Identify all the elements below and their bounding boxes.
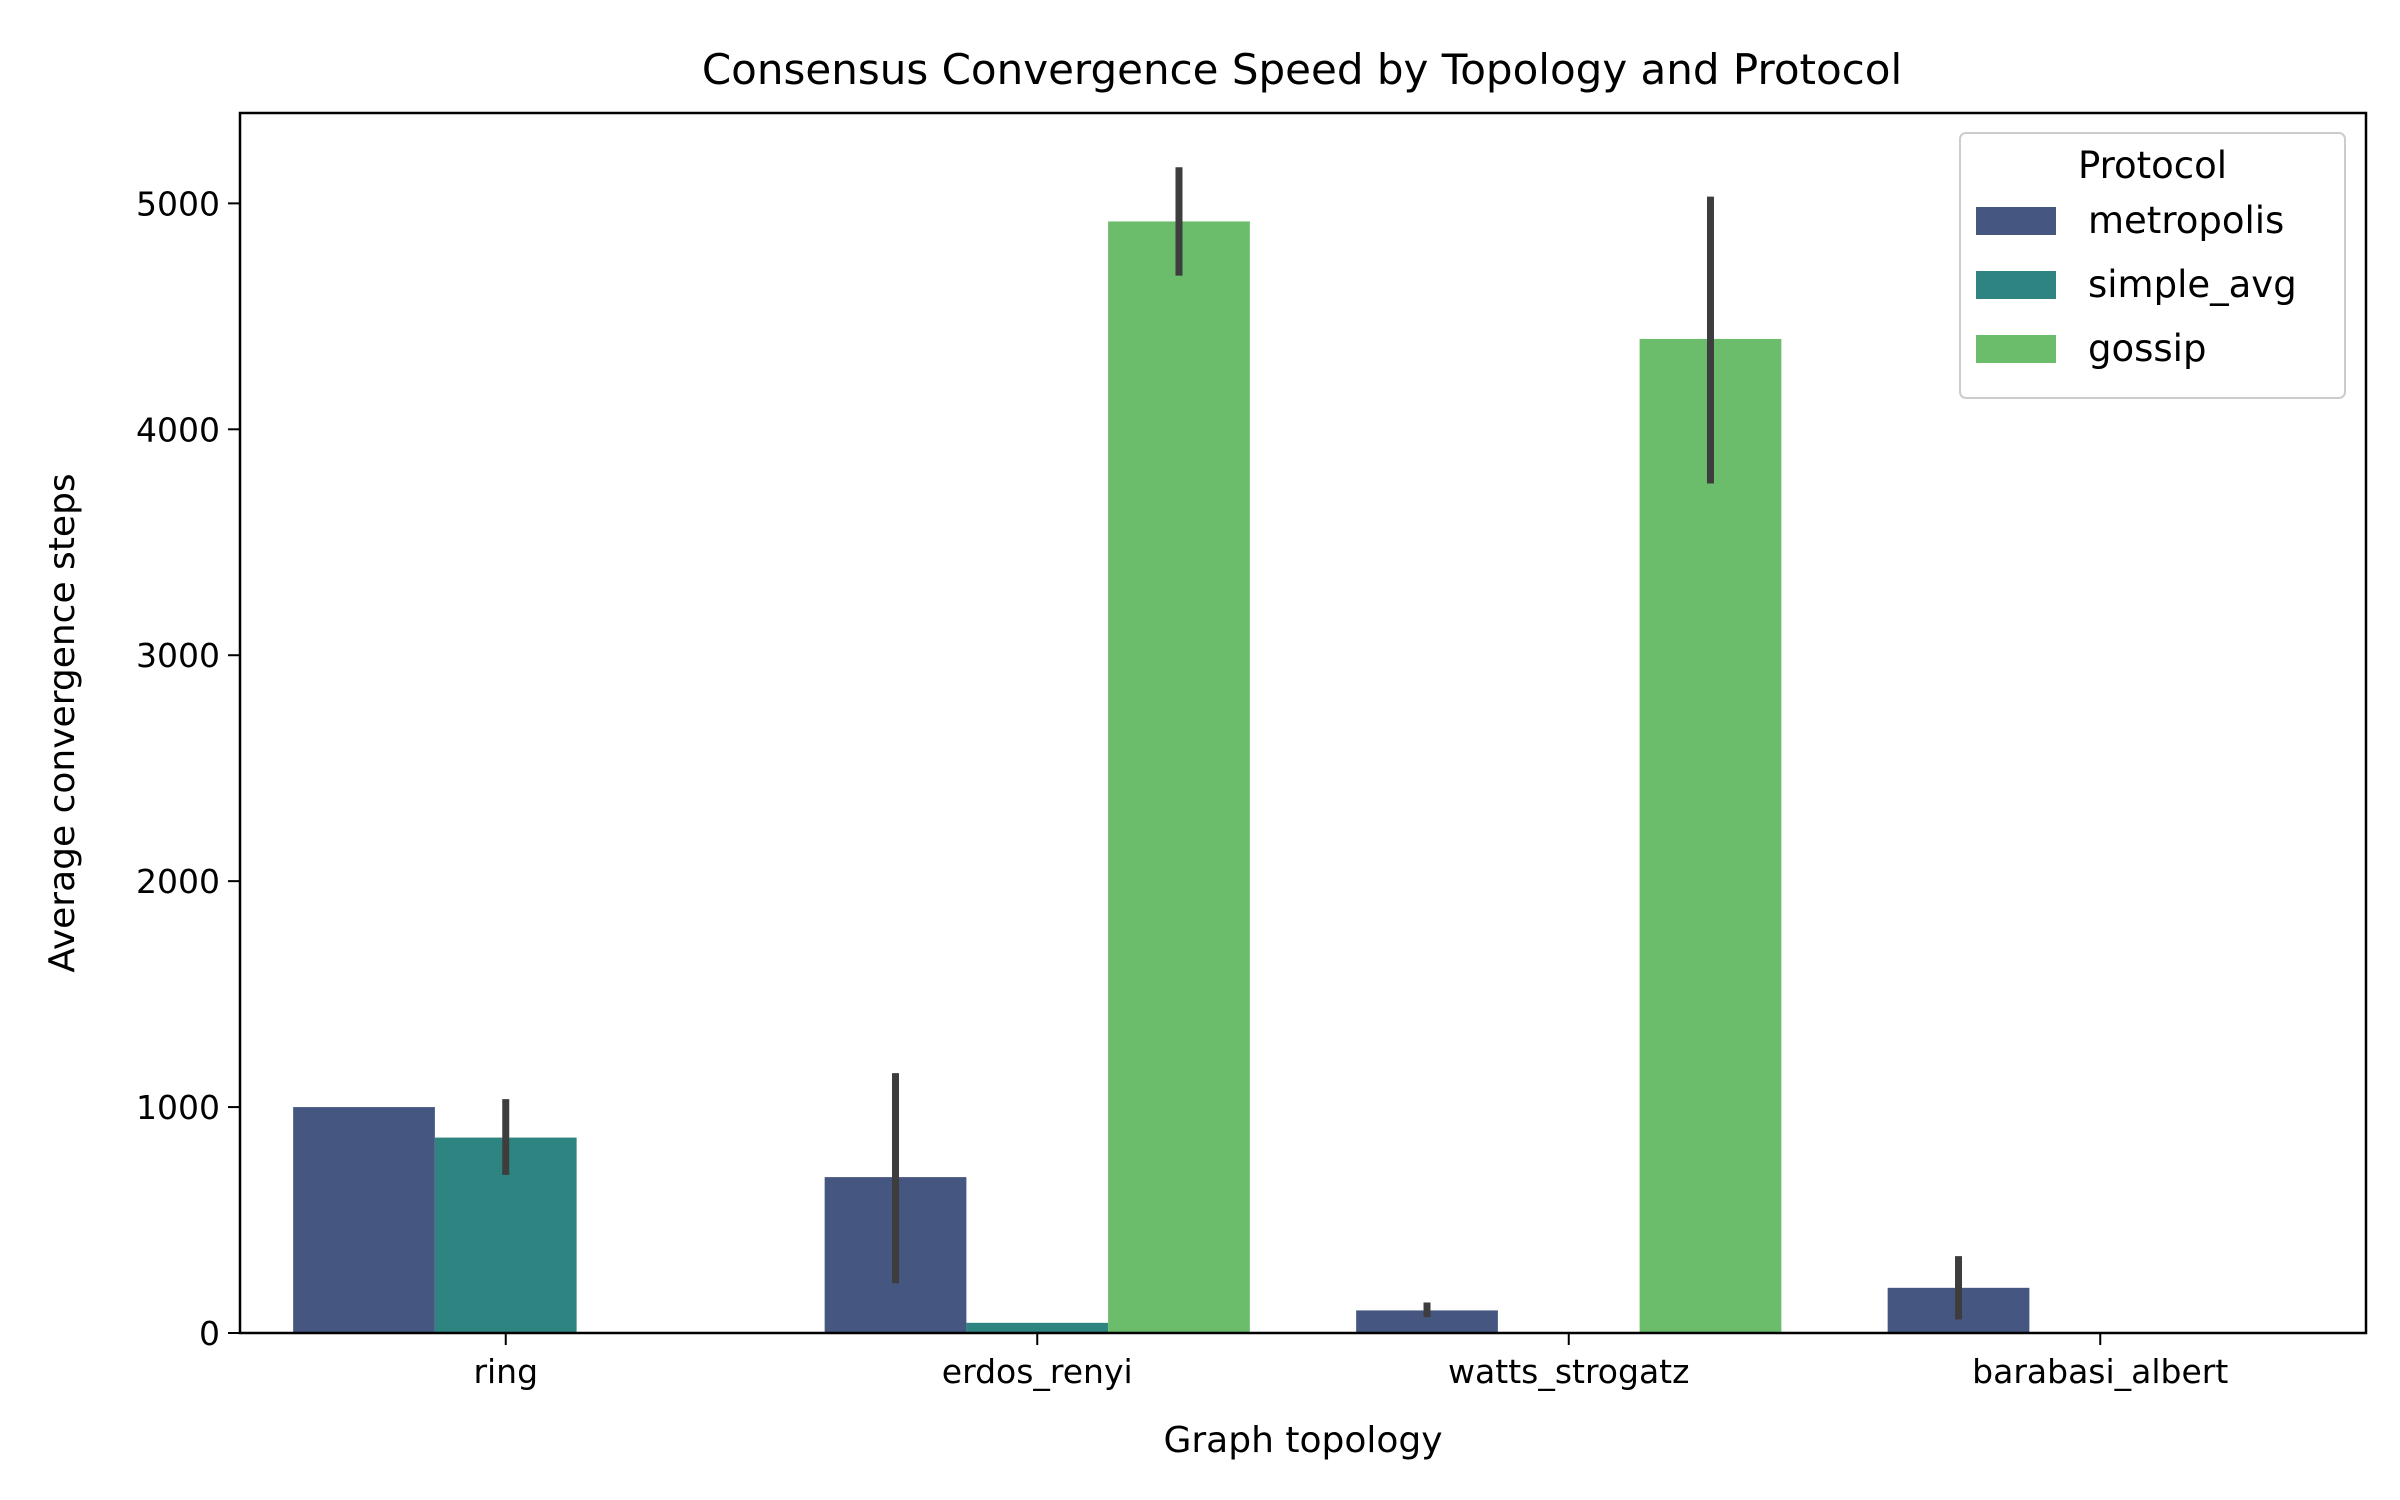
legend-label-simple_avg: simple_avg [2088,263,2297,306]
bar-metropolis-ring [293,1107,435,1333]
y-axis-label: Average convergence steps [42,473,83,972]
error-bars-layer [502,167,1963,1320]
x-axis: ring erdos_renyi watts_strogatz barabasi_al… [473,1333,2228,1391]
x-tick-label-watts_strogatz: watts_strogatz [1448,1352,1689,1391]
y-tick-label: 5000 [136,184,220,223]
legend-swatch-gossip [1976,335,2056,363]
legend-swatch-metropolis [1976,207,2056,235]
x-tick-label-erdos_renyi: erdos_renyi [942,1352,1133,1391]
bar-gossip-watts_strogatz [1639,338,1782,1334]
y-tick-label: 1000 [136,1088,220,1127]
y-tick-label: 3000 [136,636,220,675]
y-axis: 0 1000 2000 3000 4000 5000 [136,184,240,1353]
bars-layer [293,221,2030,1334]
y-tick-label: 2000 [136,862,220,901]
legend-label-metropolis: metropolis [2088,199,2284,242]
bar-metropolis-watts_strogatz [1356,1310,1498,1333]
legend-label-gossip: gossip [2088,327,2206,370]
bar-gossip-erdos_renyi [1108,221,1250,1333]
chart-title: Consensus Convergence Speed by Topology … [702,45,1902,94]
x-tick-label-barabasi_albert: barabasi_albert [1972,1352,2228,1391]
x-tick-label-ring: ring [473,1352,538,1391]
x-axis-label: Graph topology [1163,1420,1442,1461]
legend-frame [1959,132,2346,399]
plot-frame [238,111,2368,1335]
legend-title: Protocol [2078,144,2227,187]
bar-simple_avg-erdos_renyi [966,1322,1109,1333]
y-tick-label: 0 [199,1314,220,1353]
y-tick-label: 4000 [136,410,220,449]
legend-swatch-simple_avg [1976,271,2056,299]
